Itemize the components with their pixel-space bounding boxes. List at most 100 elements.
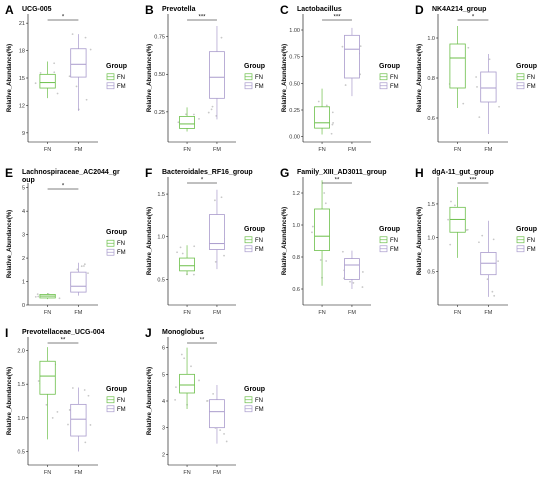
box-fn [37, 347, 59, 440]
data-point [352, 282, 355, 284]
data-point [175, 386, 177, 389]
data-point [58, 297, 61, 300]
data-point [361, 271, 364, 273]
y-tick-label: 0.5 [427, 269, 435, 275]
data-point [56, 411, 59, 413]
data-point [84, 441, 87, 444]
y-axis-label: Relative_Abundance(%) [147, 367, 153, 435]
legend-label-fm: FM [390, 84, 399, 90]
x-tick-label: FN [183, 147, 190, 153]
legend-label-fn: FN [117, 75, 125, 81]
box-fm [209, 189, 225, 270]
data-point [212, 392, 215, 395]
box-rect [209, 399, 225, 429]
box-fm [341, 250, 364, 289]
box-rect [70, 403, 87, 437]
data-point [449, 243, 452, 246]
data-point [332, 122, 335, 124]
legend-label-fn: FN [255, 238, 263, 244]
y-tick-label: 2 [22, 256, 25, 262]
data-point [331, 123, 334, 126]
panel-e: E Lachnospiraceae_AC2044_group 0 1 2 3 4 5 Relat… [5, 166, 127, 316]
y-tick-label: 0.6 [427, 116, 435, 122]
y-tick-label: 1.0 [157, 235, 165, 241]
x-tick-label: FN [183, 470, 190, 476]
data-point [317, 100, 320, 103]
box-rect [314, 208, 330, 251]
box-rect [179, 373, 195, 394]
data-point [34, 82, 37, 85]
panel-letter: I [5, 326, 8, 340]
box-rect [70, 48, 87, 78]
x-tick-label: FN [318, 310, 325, 316]
x-tick-label: FN [454, 310, 461, 316]
y-tick-label: 4 [22, 209, 25, 215]
data-point [492, 238, 495, 241]
panel-title: Lachnospiraceae_AC2044_gr [22, 169, 120, 176]
data-point [223, 433, 225, 435]
box-fn [177, 107, 200, 132]
data-point [220, 36, 223, 39]
data-point [68, 75, 71, 78]
significance-label: * [62, 15, 65, 21]
y-tick-label: 0.50 [154, 72, 165, 78]
y-tick-label: 0.75 [289, 55, 300, 61]
significance-label: * [201, 178, 204, 184]
x-tick-label: FN [318, 147, 325, 153]
y-tick-label: 15 [19, 76, 25, 82]
panel-b: B Prevotella 0.25 0.50 0.75Relative_Abundanc… [145, 3, 265, 153]
significance-label: *** [198, 15, 206, 21]
data-point [349, 280, 351, 283]
data-point [193, 245, 196, 248]
y-axis-label: Relative_Abundance(%) [7, 367, 13, 435]
data-point [330, 132, 333, 135]
box-fm [70, 262, 89, 296]
data-point [56, 92, 59, 95]
data-point [325, 260, 328, 262]
data-point [67, 423, 69, 426]
box-fm [475, 54, 500, 134]
significance-label: * [62, 184, 65, 190]
y-tick-label: 1.2 [292, 191, 300, 197]
legend-label-fn: FN [390, 75, 398, 81]
data-point [223, 254, 225, 257]
x-tick-label: FN [454, 147, 461, 153]
y-tick-label: 0 [22, 303, 25, 309]
data-point [80, 265, 83, 268]
data-point [198, 379, 200, 382]
data-point [34, 296, 37, 298]
box-rect [179, 116, 195, 129]
legend-label-fm: FM [117, 250, 126, 256]
y-axis-label: Relative_Abundance(%) [147, 207, 153, 275]
data-point [37, 295, 40, 298]
box-fn [314, 88, 335, 135]
y-tick-label: 0.8 [292, 255, 300, 261]
y-tick-label: 0.75 [154, 35, 165, 41]
data-point [311, 231, 313, 234]
significance-label: * [472, 15, 475, 21]
x-tick-label: FM [74, 147, 82, 153]
data-point [220, 196, 223, 199]
panel-title: UCG-005 [22, 6, 52, 13]
data-point [193, 113, 195, 116]
box-fm [478, 220, 499, 297]
data-point [37, 380, 40, 382]
y-tick-label: 0.8 [427, 76, 435, 82]
data-point [214, 199, 216, 202]
data-point [219, 429, 222, 432]
data-point [481, 234, 484, 237]
panel-d: D NK4A214_group 0.6 0.8 1.0 Relative_Abundanc… [415, 3, 537, 153]
x-tick-label: FN [44, 310, 51, 316]
panel-f: F Bacteroidales_RF16_group 0.5 1.0 1.5 Relati… [145, 166, 265, 316]
box-fm [341, 27, 362, 97]
data-point [210, 108, 213, 111]
data-point [180, 353, 183, 356]
legend-label-fn: FN [527, 75, 535, 81]
data-point [39, 72, 42, 74]
significance-label: ** [200, 338, 205, 344]
data-point [359, 45, 362, 48]
box-fn [447, 187, 469, 258]
box-fm [207, 26, 225, 120]
x-tick-label: FM [213, 147, 221, 153]
